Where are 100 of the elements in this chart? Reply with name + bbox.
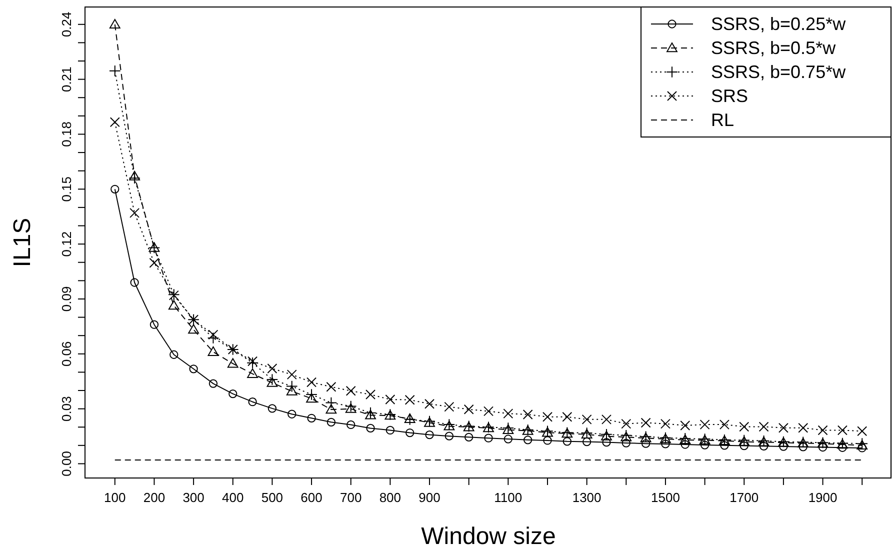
point <box>522 409 533 420</box>
point <box>661 440 670 448</box>
x-axis-title: Window size <box>421 523 556 550</box>
point <box>385 394 396 404</box>
point <box>306 388 318 400</box>
point <box>858 444 866 452</box>
legend-label: SSRS, b=0.25*w <box>711 14 847 34</box>
point <box>602 438 611 447</box>
y-axis-title: IL1S <box>9 218 36 268</box>
point <box>779 442 788 451</box>
point <box>444 402 454 412</box>
point <box>404 394 415 405</box>
x-tick-label: 1900 <box>808 490 838 505</box>
point <box>444 432 454 440</box>
point <box>248 398 257 406</box>
point <box>110 117 120 128</box>
point <box>582 414 592 424</box>
point <box>130 278 139 287</box>
point <box>778 422 788 433</box>
x-tick-label: 100 <box>104 490 126 505</box>
point <box>306 393 317 403</box>
point <box>857 426 868 436</box>
y-tick-label: 0.18 <box>59 122 74 147</box>
point <box>404 414 416 426</box>
point <box>542 412 552 422</box>
point <box>641 439 650 448</box>
point <box>798 442 808 452</box>
legend-label: SSRS, b=0.5*w <box>711 38 837 58</box>
point <box>346 420 356 430</box>
point <box>108 64 121 77</box>
point <box>621 418 632 429</box>
point <box>208 379 218 388</box>
point <box>227 358 238 368</box>
point <box>464 432 474 442</box>
point <box>366 424 375 433</box>
x-tick-label: 900 <box>418 490 440 505</box>
point <box>288 410 296 418</box>
point <box>208 330 218 340</box>
point <box>739 422 750 432</box>
x-tick-label: 800 <box>379 490 402 505</box>
point <box>208 346 219 356</box>
point <box>818 442 828 452</box>
point <box>326 418 336 426</box>
point <box>837 425 848 436</box>
x-tick-label: 500 <box>261 490 284 505</box>
y-tick-label: 0.03 <box>59 396 74 422</box>
y-tick-label: 0.15 <box>59 176 74 202</box>
point <box>188 324 199 334</box>
point <box>700 440 710 450</box>
point <box>543 436 552 445</box>
point <box>207 332 220 344</box>
point <box>150 320 159 329</box>
point <box>286 380 298 392</box>
point <box>168 300 180 310</box>
point <box>129 170 140 180</box>
point <box>640 418 651 428</box>
point <box>503 408 514 419</box>
point <box>660 418 670 429</box>
point <box>286 370 297 380</box>
legend-label: SRS <box>711 86 748 106</box>
point <box>680 420 690 430</box>
x-tick-label: 700 <box>340 490 362 505</box>
point <box>620 429 632 442</box>
point <box>622 438 630 448</box>
point <box>562 412 572 422</box>
point <box>759 442 768 450</box>
point <box>524 436 532 444</box>
y-tick-label: 0.00 <box>59 451 74 476</box>
point <box>601 414 612 424</box>
point <box>306 377 317 388</box>
point <box>798 422 808 433</box>
point <box>307 414 316 422</box>
point <box>326 382 336 392</box>
point <box>170 350 178 359</box>
point <box>620 432 632 442</box>
point <box>149 258 160 268</box>
x-tick-label: 1500 <box>651 490 680 505</box>
point <box>365 410 376 420</box>
point <box>562 437 572 446</box>
point <box>818 425 828 436</box>
x-tick-label: 200 <box>143 490 166 505</box>
point <box>720 441 729 450</box>
y-tick-label: 0.09 <box>59 286 74 312</box>
point <box>719 420 730 430</box>
point <box>346 386 356 396</box>
point <box>109 18 120 28</box>
point <box>325 396 338 409</box>
point <box>248 356 258 366</box>
point <box>110 184 120 194</box>
point <box>386 426 395 435</box>
point <box>268 404 277 413</box>
point <box>740 441 748 450</box>
point <box>246 356 258 369</box>
point <box>404 413 416 423</box>
y-tick-label: 0.24 <box>59 12 74 38</box>
point <box>464 404 474 414</box>
point <box>484 434 493 442</box>
point <box>838 443 847 452</box>
legend-label: SSRS, b=0.75*w <box>711 62 847 82</box>
point <box>484 406 494 416</box>
